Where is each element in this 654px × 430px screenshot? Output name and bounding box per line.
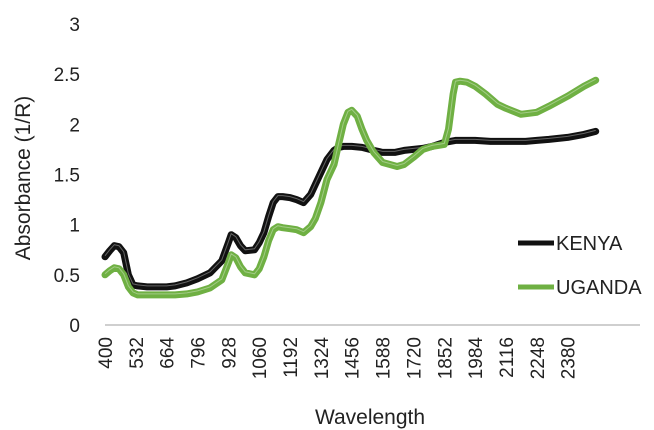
x-tick-label: 1984 <box>466 337 487 380</box>
y-axis-title: Absorbance (1/R) <box>12 96 35 261</box>
y-axis-tick-labels: 0 0.5 1 1.5 2 2.5 3 <box>54 15 80 337</box>
series-line-uganda <box>101 76 600 299</box>
y-tick-label: 0.5 <box>54 266 80 287</box>
y-tick-label: 2 <box>69 115 80 136</box>
x-tick-label: 2380 <box>559 337 580 379</box>
y-tick-label: 3 <box>69 15 80 36</box>
y-tick-label: 2.5 <box>54 65 80 86</box>
series-lines <box>101 76 600 299</box>
x-axis-tick-labels: 400 532 664 796 928 1060 1192 1324 1456 1588 1720 1… <box>96 337 580 380</box>
legend-label-kenya: KENYA <box>556 233 623 255</box>
x-tick-label: 664 <box>158 337 179 369</box>
y-tick-label: 0 <box>69 316 80 337</box>
x-tick-label: 1060 <box>250 337 271 379</box>
x-tick-label: 2116 <box>497 337 518 378</box>
x-tick-label: 2248 <box>528 337 549 379</box>
x-tick-label: 400 <box>96 337 117 369</box>
y-tick-label: 1.5 <box>54 166 80 187</box>
x-tick-label: 1456 <box>343 337 364 379</box>
series-line-highlight-kenya <box>104 129 596 287</box>
x-tick-label: 928 <box>219 337 240 369</box>
x-tick-label: 1588 <box>374 337 395 379</box>
x-tick-label: 1324 <box>312 337 333 380</box>
x-tick-label: 532 <box>127 337 148 369</box>
legend-label-uganda: UGANDA <box>556 277 642 299</box>
series-line-kenya <box>101 127 600 291</box>
series-line-highlight-uganda <box>104 78 596 295</box>
legend: KENYA UGANDA <box>518 233 642 299</box>
x-tick-label: 1720 <box>404 337 425 379</box>
x-axis-title: Wavelength <box>315 406 425 429</box>
x-tick-label: 796 <box>189 337 210 369</box>
x-tick-label: 1852 <box>435 337 456 379</box>
y-tick-label: 1 <box>69 216 80 237</box>
x-tick-label: 1192 <box>281 337 302 378</box>
